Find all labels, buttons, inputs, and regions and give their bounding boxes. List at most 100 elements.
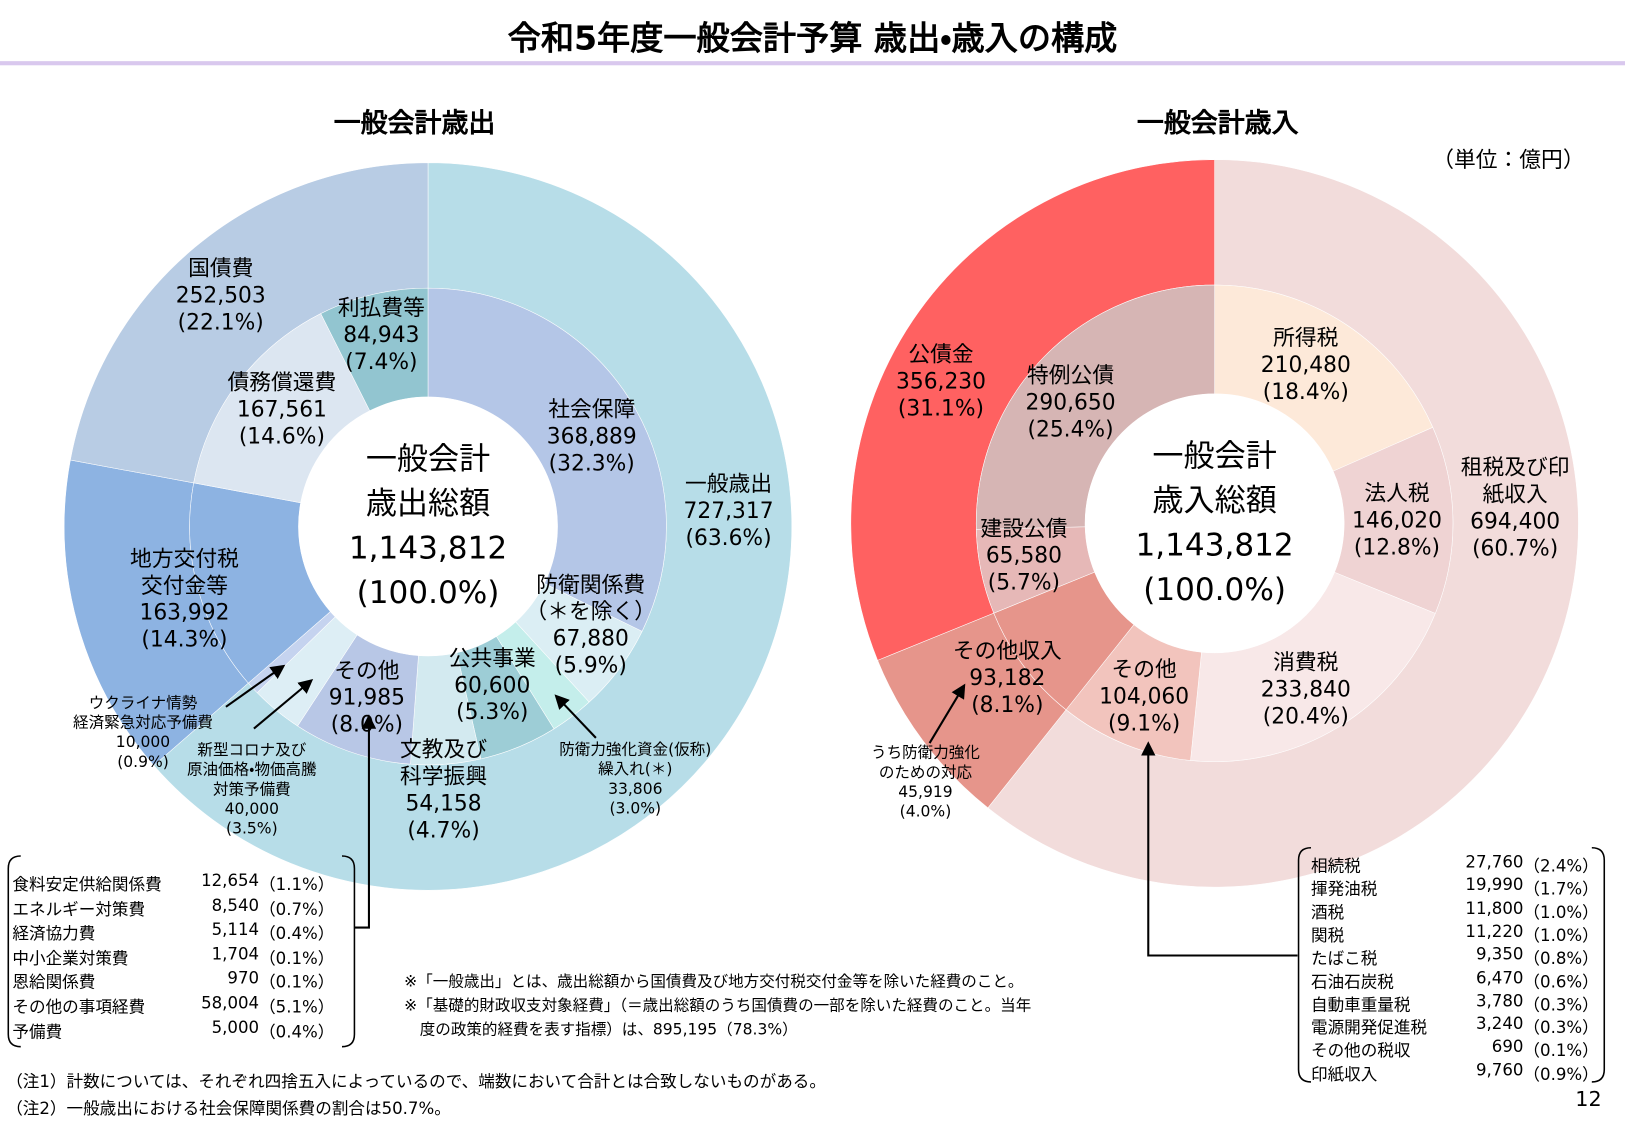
segment-value: 146,020 — [1351, 507, 1443, 533]
segment-value: 167,561 — [236, 396, 327, 422]
bracket — [1591, 846, 1606, 1083]
row-value: 11,800 — [1465, 898, 1524, 918]
row-value: 6,470 — [1475, 967, 1524, 988]
segment-label: 利払費等 84,943 (7.4%) — [338, 294, 425, 375]
segment-value: 210,480 — [1260, 352, 1351, 378]
segment-percent: (5.9%) — [554, 652, 627, 678]
segment-value: 356,230 — [896, 368, 987, 394]
segment-label: 債務償還費 167,561 (14.6%) — [227, 369, 336, 450]
row-percent: （1.0%） — [1523, 925, 1599, 946]
note: ※「基礎的財政収支対象経費」（＝歳出総額のうち国債費の一部を除いた経費のこと。当… — [404, 995, 1032, 1039]
segment-percent: (5.7%) — [987, 569, 1061, 595]
row-value: 9,760 — [1475, 1059, 1524, 1080]
row-percent: （0.3%） — [1523, 994, 1599, 1015]
row-name: 石油石炭税 — [1310, 971, 1394, 992]
segment-name: その他 — [1111, 657, 1177, 682]
segment-name: その他収入 — [952, 638, 1062, 664]
row-name: 予備費 — [12, 1021, 63, 1042]
segment-name: 防衛力強化資金(仮称) 繰入れ(＊) — [559, 739, 712, 779]
row-value: 12,654 — [201, 870, 260, 891]
segment-name: 利払費等 — [337, 295, 425, 321]
row-value: 970 — [227, 968, 260, 989]
row-name: たばこ税 — [1310, 948, 1378, 969]
row-value: 27,760 — [1465, 851, 1524, 872]
segment-value: 368,889 — [546, 423, 637, 449]
segment-name: 防衛関係費 （＊を除く） — [525, 572, 657, 624]
arrow — [354, 714, 377, 929]
segment-value: 104,060 — [1099, 683, 1190, 709]
segment-label: 公共事業 60,600 (5.3%) — [449, 645, 536, 726]
chart-title: 一般会計歳出 — [333, 108, 496, 140]
segment-value: 54,158 — [405, 790, 482, 816]
arrow — [253, 679, 314, 730]
segment-value: 91,985 — [328, 685, 405, 710]
segment-percent: (12.8%) — [1353, 534, 1441, 560]
row-name: 印紙収入 — [1310, 1064, 1378, 1084]
row-name: その他の事項経費 — [12, 996, 146, 1017]
segment-name: 特例公債 — [1027, 362, 1115, 388]
segment-name: ウクライナ情勢 経済緊急対応予備費 — [73, 693, 213, 732]
segment-value: 290,650 — [1025, 389, 1116, 415]
brackets — [7, 846, 1606, 1083]
segment-percent: (7.4%) — [345, 349, 418, 375]
segment-percent: (22.1%) — [177, 309, 264, 335]
row-value: 9,350 — [1475, 944, 1524, 964]
donut-hole — [298, 396, 558, 657]
segment-value: 40,000 — [224, 799, 280, 819]
segment-name: 新型コロナ及び 原油価格・物価高騰 対策予備費 — [187, 740, 317, 799]
segment-value: 163,992 — [139, 600, 230, 625]
segment-percent: (63.6%) — [685, 525, 772, 551]
segment-label: 防衛力強化資金(仮称) 繰入れ(＊) 33,806 (3.0%) — [559, 740, 711, 819]
annotation-text: うち防衛力強化 のための対応 — [871, 743, 980, 782]
row-percent: （2.4%） — [1523, 856, 1599, 876]
row-name: その他の税収 — [1310, 1040, 1411, 1061]
arrow — [554, 694, 597, 739]
segment-percent: (32.3%) — [548, 450, 635, 476]
segment-name: その他 — [334, 658, 400, 683]
row-percent: （5.1%） — [259, 996, 335, 1017]
segment-label: 消費税 233,840 (20.4%) — [1261, 649, 1351, 730]
arrow — [928, 683, 966, 744]
row-percent: （0.1%） — [1523, 1040, 1599, 1061]
segment-percent: (9.1%) — [1107, 710, 1181, 736]
segment-name: 所得税 — [1273, 325, 1339, 351]
row-name: 酒税 — [1310, 902, 1345, 922]
segment-name: 文教及び 科学振興 — [400, 736, 488, 789]
segment-name: 公債金 — [908, 341, 974, 367]
row-percent: （0.7%） — [259, 899, 335, 919]
row-value: 11,220 — [1465, 921, 1524, 941]
bracket — [341, 855, 356, 1048]
arrows — [225, 664, 1298, 957]
segment-label: 所得税 210,480 (18.4%) — [1261, 324, 1351, 405]
center-percent: (100.0%) — [356, 575, 500, 612]
page-title: 令和5年度一般会計予算 歳出・歳入の構成 — [507, 18, 1118, 59]
bracket — [1297, 846, 1312, 1083]
row-name: 相続税 — [1310, 856, 1361, 876]
row-percent: （1.1%） — [259, 874, 335, 895]
segment-name: 法人税 — [1364, 480, 1430, 506]
row-name: 経済協力費 — [12, 923, 96, 944]
page-number: 12 — [1575, 1086, 1602, 1111]
row-percent: （0.8%） — [1523, 948, 1599, 969]
bracket — [7, 855, 21, 1048]
center-text: 一般会計 歳出総額 — [365, 441, 491, 523]
segment-percent: (3.0%) — [609, 799, 662, 818]
row-percent: （0.1%） — [259, 972, 335, 993]
segment-value: 694,400 — [1470, 508, 1561, 534]
row-name: 関税 — [1310, 925, 1345, 946]
segment-value: 10,000 — [115, 732, 171, 752]
segment-label: 租税及び印紙収入 694,400 (60.7%) — [1460, 454, 1570, 562]
segment-name: 債務償還費 — [227, 369, 337, 395]
segment-value: 60,600 — [454, 672, 531, 698]
segment-label: 新型コロナ及び 原油価格・物価高騰 対策予備費 40,000 (3.5%) — [187, 740, 317, 838]
segment-name: 建設公債 — [980, 516, 1068, 541]
segment-value: 727,317 — [683, 498, 774, 524]
unit: （単位：億円） — [1432, 147, 1585, 173]
segment-percent: (25.4%) — [1027, 416, 1114, 442]
row-value: 19,990 — [1465, 874, 1524, 895]
row-value: 3,240 — [1475, 1013, 1524, 1034]
segment-percent: (14.6%) — [238, 423, 325, 449]
segment-percent: (60.7%) — [1472, 535, 1559, 561]
segment-percent: (8.0%) — [330, 711, 404, 737]
row-value: 3,780 — [1475, 990, 1524, 1011]
